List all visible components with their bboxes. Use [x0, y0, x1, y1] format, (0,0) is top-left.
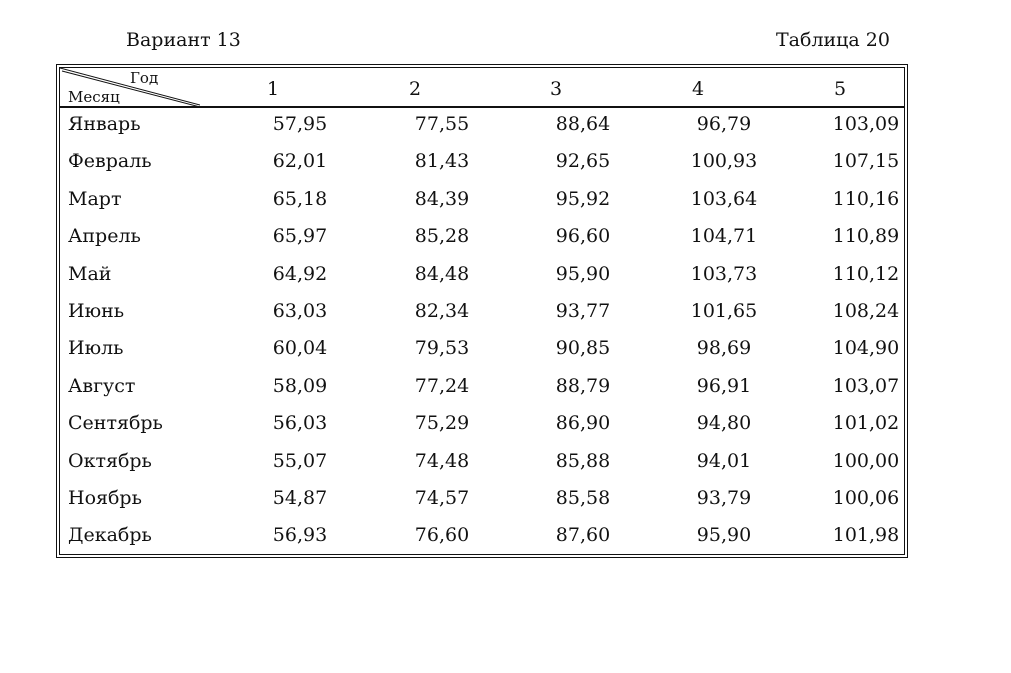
- month-cell: Апрель: [68, 225, 141, 248]
- column-header-4: 4: [692, 78, 705, 100]
- table-row: Декабрь 56,93 76,60 87,60 95,90 101,98: [60, 519, 904, 556]
- value-cell: 57,95: [272, 113, 328, 135]
- value-cell: 104,90: [832, 337, 900, 360]
- month-cell: Июнь: [68, 300, 125, 322]
- variant-title: Вариант 13: [126, 29, 241, 51]
- table-label: Таблица 20: [776, 29, 890, 51]
- corner-month-label: Месяц: [68, 88, 120, 106]
- value-cell: 58,09: [272, 374, 328, 397]
- month-cell: Сентябрь: [68, 412, 163, 435]
- value-cell: 101,65: [690, 300, 758, 322]
- value-cell: 85,58: [555, 487, 611, 509]
- value-cell: 84,48: [414, 262, 470, 285]
- value-cell: 94,01: [696, 449, 752, 472]
- value-cell: 94,80: [696, 412, 752, 435]
- value-cell: 54,87: [272, 487, 328, 509]
- column-header-3: 3: [550, 78, 563, 100]
- column-header-5: 5: [834, 78, 847, 100]
- table-row: Май 64,92 84,48 95,90 103,73 110,12: [60, 258, 904, 295]
- value-cell: 75,29: [414, 412, 470, 435]
- value-cell: 62,01: [272, 150, 328, 173]
- value-cell: 95,90: [555, 262, 611, 285]
- value-cell: 98,69: [696, 337, 752, 360]
- value-cell: 95,90: [696, 524, 752, 547]
- value-cell: 90,85: [555, 337, 611, 360]
- table-row: Октябрь 55,07 74,48 85,88 94,01 100,00: [60, 445, 904, 482]
- value-cell: 103,09: [832, 113, 900, 135]
- corner-cell: Год Месяц: [60, 68, 200, 106]
- value-cell: 87,60: [555, 524, 611, 547]
- value-cell: 60,04: [272, 337, 328, 360]
- table-row: Сентябрь 56,03 75,29 86,90 94,80 101,02: [60, 407, 904, 444]
- table-row: Апрель 65,97 85,28 96,60 104,71 110,89: [60, 220, 904, 257]
- table-frame: Год Месяц 1 2 3 4 5 Январь 57,95 77,55 88,64 96,…: [56, 64, 908, 558]
- value-cell: 79,53: [414, 337, 470, 360]
- value-cell: 86,90: [555, 412, 611, 435]
- value-cell: 107,15: [832, 150, 900, 173]
- value-cell: 65,97: [272, 225, 328, 248]
- table-row: Ноябрь 54,87 74,57 85,58 93,79 100,06: [60, 482, 904, 519]
- month-cell: Июль: [68, 337, 124, 360]
- month-cell: Октябрь: [68, 449, 152, 472]
- table-header-row: Год Месяц 1 2 3 4 5: [60, 68, 904, 108]
- value-cell: 95,92: [555, 187, 611, 210]
- value-cell: 93,79: [696, 487, 752, 509]
- month-cell: Январь: [68, 113, 141, 135]
- data-table: Год Месяц 1 2 3 4 5 Январь 57,95 77,55 88,64 96,…: [59, 67, 905, 555]
- month-cell: Март: [68, 187, 122, 210]
- value-cell: 88,79: [555, 374, 611, 397]
- value-cell: 74,48: [414, 449, 470, 472]
- value-cell: 77,24: [414, 374, 470, 397]
- value-cell: 74,57: [414, 487, 470, 509]
- value-cell: 76,60: [414, 524, 470, 547]
- value-cell: 96,60: [555, 225, 611, 248]
- value-cell: 81,43: [414, 150, 470, 173]
- month-cell: Декабрь: [68, 524, 152, 547]
- value-cell: 100,06: [832, 487, 900, 509]
- value-cell: 56,93: [272, 524, 328, 547]
- month-cell: Август: [68, 374, 136, 397]
- value-cell: 84,39: [414, 187, 470, 210]
- value-cell: 110,12: [832, 262, 900, 285]
- value-cell: 100,00: [832, 449, 900, 472]
- value-cell: 101,98: [832, 524, 900, 547]
- value-cell: 93,77: [555, 300, 611, 322]
- value-cell: 55,07: [272, 449, 328, 472]
- value-cell: 92,65: [555, 150, 611, 173]
- value-cell: 88,64: [555, 113, 611, 135]
- corner-year-label: Год: [130, 69, 159, 87]
- value-cell: 108,24: [832, 300, 900, 322]
- corner-diagonal: [60, 68, 200, 106]
- month-cell: Ноябрь: [68, 487, 142, 509]
- value-cell: 100,93: [690, 150, 758, 173]
- value-cell: 110,89: [832, 225, 900, 248]
- value-cell: 85,88: [555, 449, 611, 472]
- table-row: Июль 60,04 79,53 90,85 98,69 104,90: [60, 332, 904, 369]
- table-row: Февраль 62,01 81,43 92,65 100,93 107,15: [60, 145, 904, 182]
- value-cell: 82,34: [414, 300, 470, 322]
- value-cell: 65,18: [272, 187, 328, 210]
- value-cell: 103,07: [832, 374, 900, 397]
- value-cell: 101,02: [832, 412, 900, 435]
- table-row: Январь 57,95 77,55 88,64 96,79 103,09: [60, 108, 904, 145]
- column-header-1: 1: [267, 78, 280, 100]
- value-cell: 96,91: [696, 374, 752, 397]
- value-cell: 77,55: [414, 113, 470, 135]
- month-cell: Май: [68, 262, 112, 285]
- value-cell: 110,16: [832, 187, 900, 210]
- table-row: Август 58,09 77,24 88,79 96,91 103,07: [60, 370, 904, 407]
- value-cell: 63,03: [272, 300, 328, 322]
- month-cell: Февраль: [68, 150, 152, 173]
- table-row: Март 65,18 84,39 95,92 103,64 110,16: [60, 183, 904, 220]
- value-cell: 64,92: [272, 262, 328, 285]
- value-cell: 96,79: [696, 113, 752, 135]
- value-cell: 85,28: [414, 225, 470, 248]
- value-cell: 104,71: [690, 225, 758, 248]
- value-cell: 103,73: [690, 262, 758, 285]
- column-header-2: 2: [409, 78, 422, 100]
- value-cell: 103,64: [690, 187, 758, 210]
- value-cell: 56,03: [272, 412, 328, 435]
- table-row: Июнь 63,03 82,34 93,77 101,65 108,24: [60, 295, 904, 332]
